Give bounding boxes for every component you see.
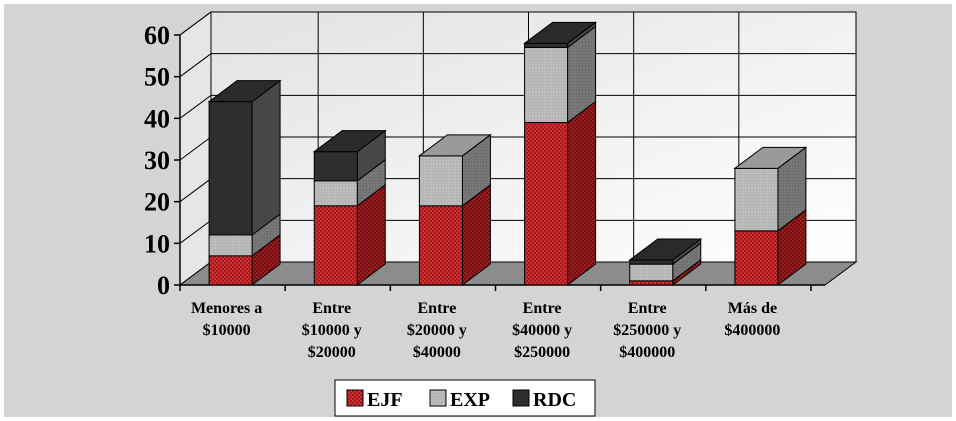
bar-ejf [418,205,463,286]
x-tick-label-line: Menores a [191,300,262,317]
x-tick-label-line: Entre [418,300,457,317]
x-tick-label-line: Entre [523,300,562,317]
x-tick-label-line: $400000 [724,322,780,339]
x-tick-label-line: $10000 [203,322,251,339]
bar-top [312,130,387,153]
y-tick-label: 0 [157,271,170,300]
legend-label-rdc: RDC [533,389,576,411]
bar-top [628,238,703,261]
legend-swatch-exp [429,389,447,407]
bar-stack-5 [733,146,808,286]
legend [334,379,596,417]
bar-exp [524,47,569,123]
x-tick-label-line: $10000 y [302,322,362,339]
bar-exp [629,263,674,282]
x-tick-label: Más de $400000 [724,300,780,339]
bar-ejf [208,255,253,286]
y-tick-label: 10 [144,229,170,258]
gridline-60 [179,11,856,36]
y-tick-label: 30 [144,146,170,175]
y-tick-label: 50 [144,63,170,92]
x-tick-label: Menores a $10000 [191,300,262,339]
x-tick-label: Entre $10000 y $20000 [302,300,362,361]
bar-ejf [313,205,358,286]
bar-exp [208,234,253,257]
bar-top [733,146,808,169]
x-tick-label: Entre $40000 y $250000 [512,300,572,361]
bar-side-ejf [567,100,597,286]
stacked-bar-chart-3d: 0 10 20 30 40 50 60 Menores a $10000 Entre $10000… [144,11,858,417]
gridline-40 [179,94,856,119]
x-tick-label: Entre $250000 y $400000 [613,300,681,361]
bar-ejf [524,122,569,286]
x-tick-label-line: $250000 y [613,322,681,339]
y-tick-label: 40 [144,104,170,133]
x-tick-label-line: $40000 y [512,322,572,339]
bar-stack-3 [523,21,598,286]
x-tick-label-line: $20000 y [407,322,467,339]
x-tick-label-line: $250000 [514,344,570,361]
gridline-50 [179,53,856,78]
bar-stack-2 [417,133,492,286]
bar-stack-0 [207,79,282,286]
legend-label-exp: EXP [450,389,490,411]
bar-ejf [734,230,779,286]
legend-label-ejf: EJF [367,389,403,411]
bar-stack-1 [312,129,387,286]
bar-rdc [313,151,358,182]
chart: 0 10 20 30 40 50 60 Menores a $10000 Entre $10000… [4,4,952,417]
x-tick-label-line: Entre [628,300,667,317]
x-tick-label: Entre $20000 y $40000 [407,300,467,361]
legend-swatch-rdc [512,389,530,407]
y-tick-label: 60 [144,21,170,50]
bar-stack-4 [628,238,703,286]
bar-top [417,134,492,157]
bar-exp [313,180,358,207]
x-tick-label-line: $40000 [413,344,461,361]
x-tick-label-line: Entre [312,300,351,317]
bar-exp [418,155,463,207]
legend-swatch-ejf [346,389,364,407]
x-tick-label-line: Más de [728,300,777,317]
bar-exp [734,167,779,232]
bar-rdc [208,101,253,236]
x-tick-label-line: $20000 [308,344,356,361]
bar-ejf [629,280,674,286]
bar-rdc [629,259,674,265]
bar-rdc [524,42,569,48]
bar-side-rdc [251,79,281,236]
y-tick-label: 20 [144,188,170,217]
bar-top [523,21,598,44]
x-tick-label-line: $400000 [619,344,675,361]
bar-top [207,80,282,103]
